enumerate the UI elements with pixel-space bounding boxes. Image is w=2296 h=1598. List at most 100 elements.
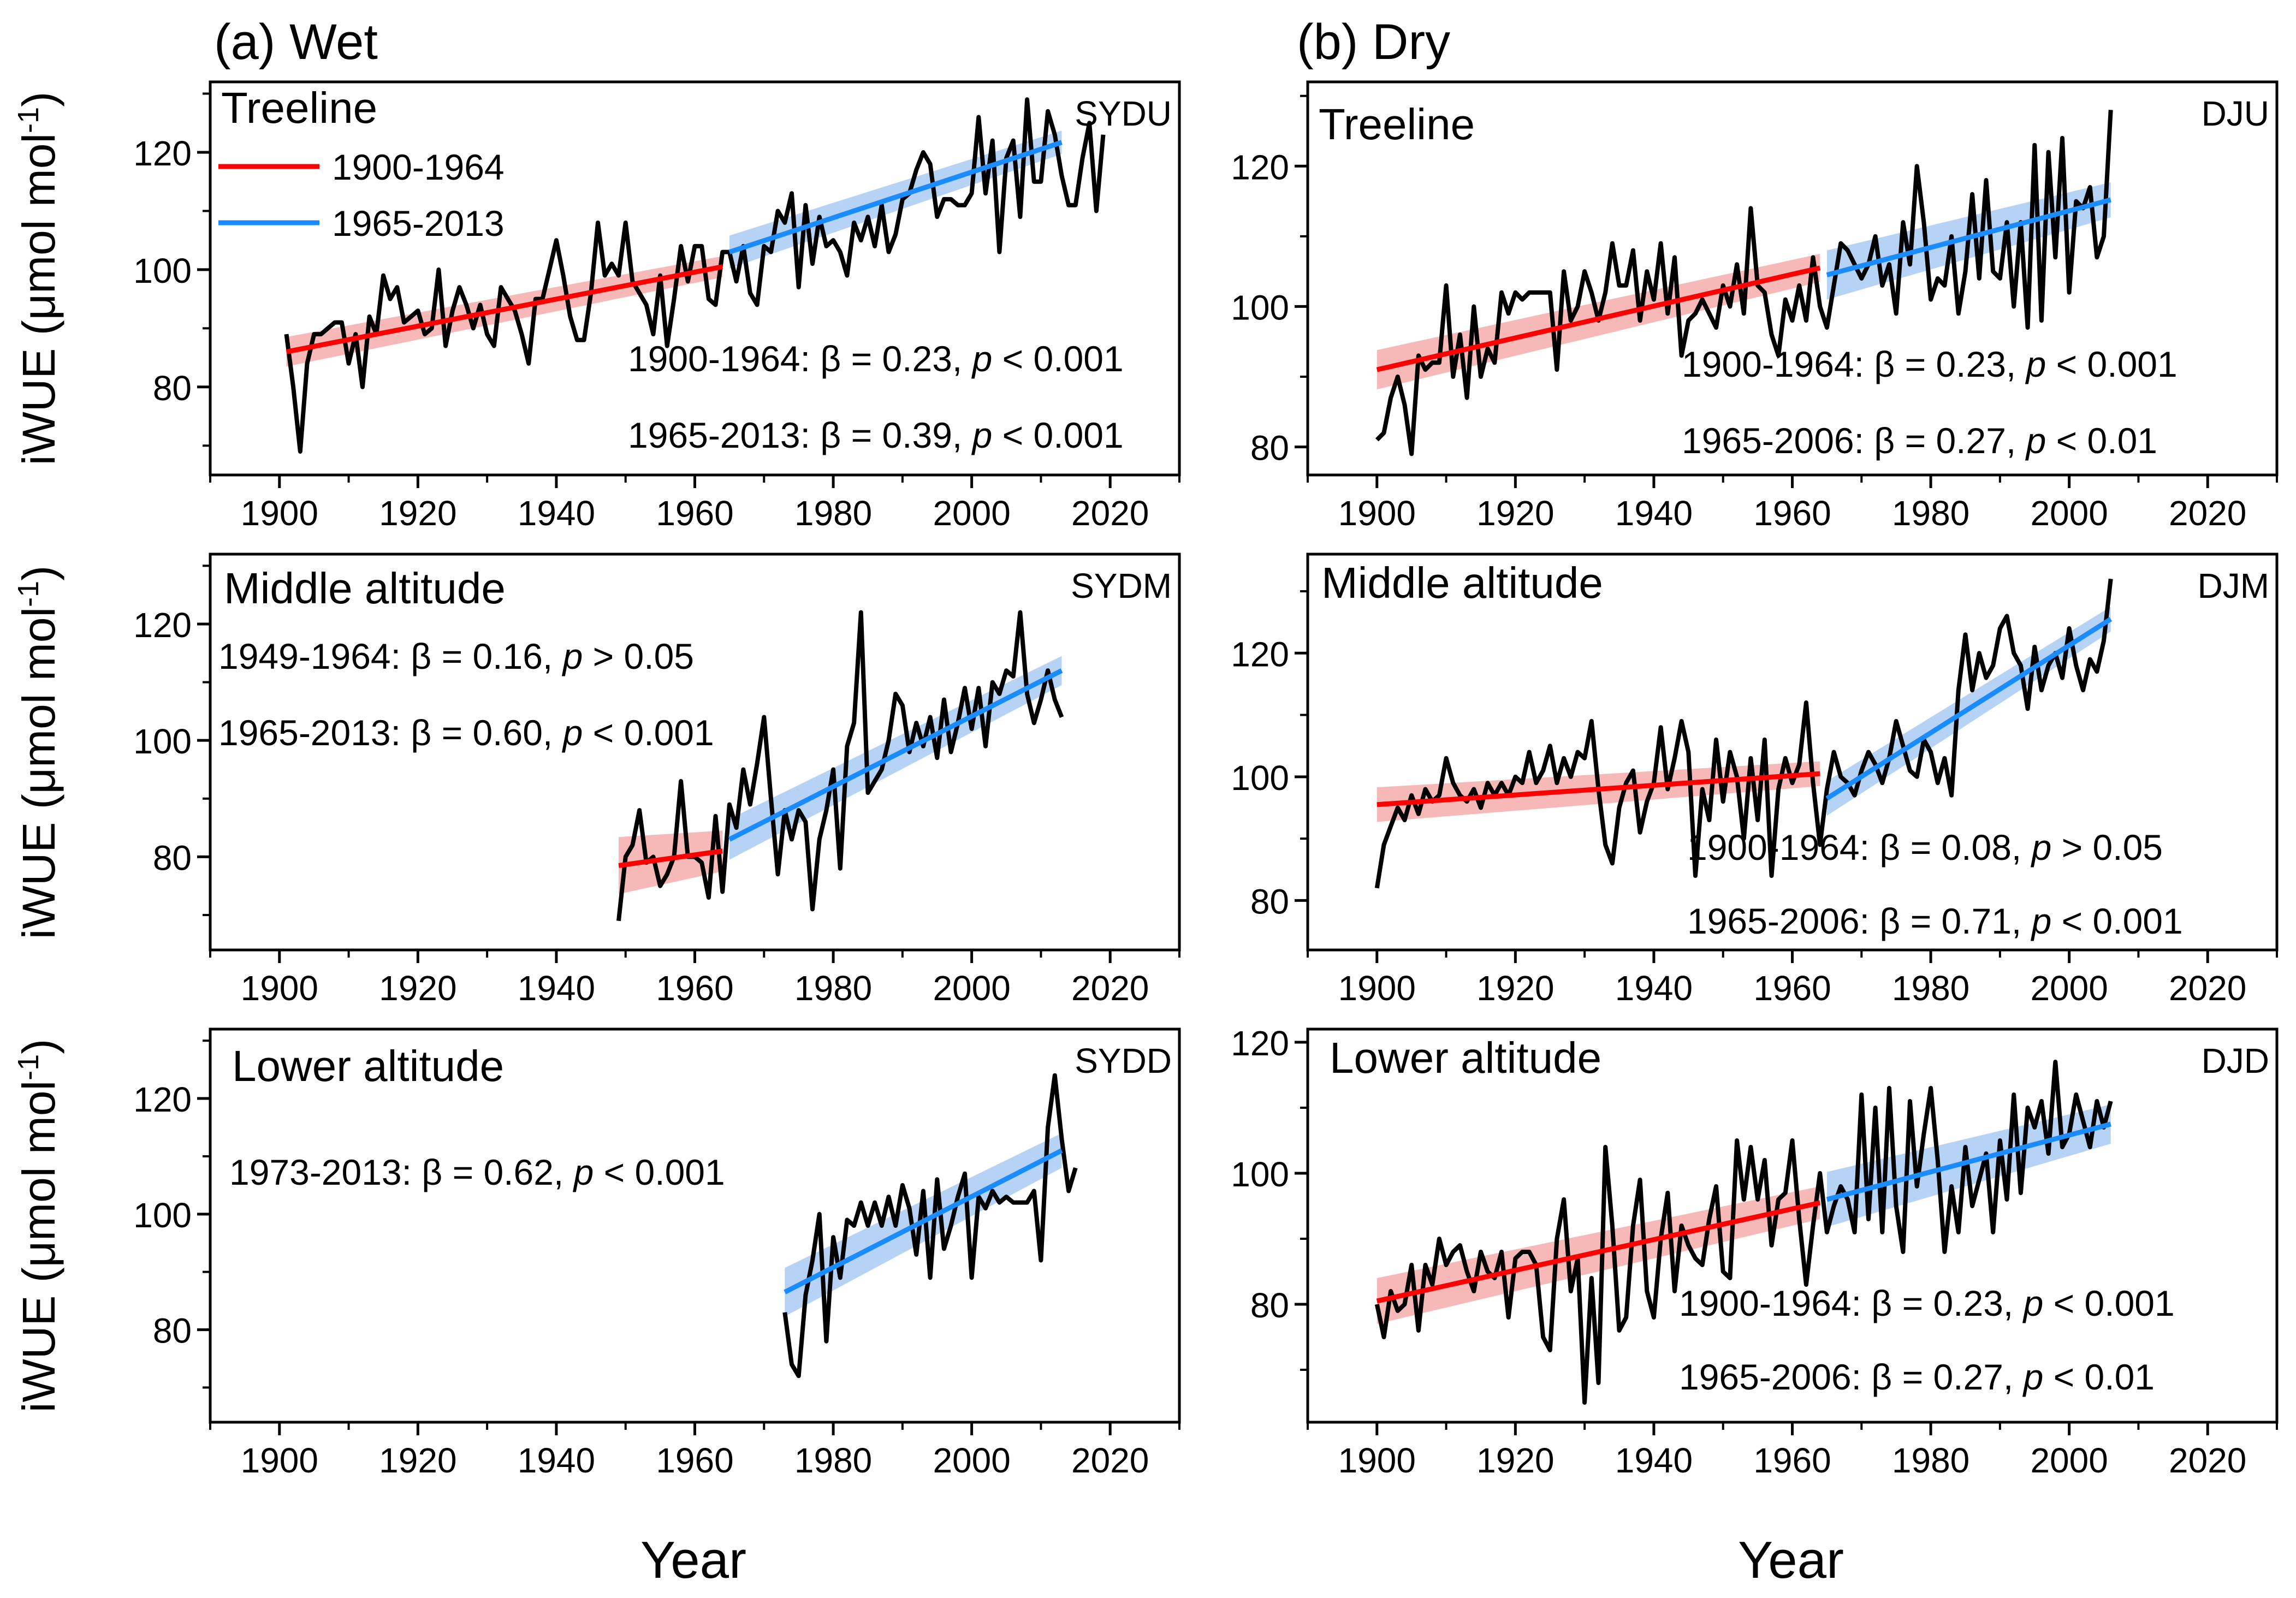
site-code: DJU [2202,94,2269,133]
x-tick-label: 1920 [1476,969,1554,1008]
site-code: SYDM [1071,566,1172,605]
x-tick-label: 1980 [794,969,872,1008]
y-tick-label: 120 [133,605,192,645]
y-tick-label: 100 [133,251,192,290]
iwue-series-line [1375,110,2113,456]
x-axis-label-dry: Year [1738,1531,1844,1589]
y-tick-label: 80 [153,838,192,877]
y-tick-label: 100 [133,1196,192,1235]
x-tick-label: 1920 [379,494,456,533]
trend-line-1900-1964 [1376,265,1821,372]
trend-line-1965-2006 [1825,617,2113,801]
regression-stat-1965-2013: 1965-2013: β = 0.39, p < 0.001 [628,415,1124,455]
x-tick-label: 1900 [241,969,318,1008]
x-tick-label: 1980 [794,494,872,533]
panel-title: Treeline [221,84,377,132]
iwue-series-line [1374,1060,2113,1405]
panel-wet-middle: 1900 1920 1940 1960 1980 2000 2020 80 100 120 Midd… [133,553,1181,1008]
x-tick-label: 2000 [2030,1441,2108,1480]
trend-line-1949-1964 [618,848,723,868]
x-tick-label: 1960 [656,969,733,1008]
panel-wet-treeline: 1900 1920 1940 1960 1980 2000 2020 80 100 120 Tree… [133,80,1181,533]
regression-stat-1973-2013: 1973-2013: β = 0.62, p < 0.001 [229,1152,725,1192]
y-tick-label: 120 [133,134,192,173]
x-tick-label: 1900 [1338,969,1416,1008]
confidence-band-1973-2013 [785,1133,1062,1317]
panels: 1900 1920 1940 1960 1980 2000 2020 80 100 120 Tree… [12,80,2279,1480]
iwue-series-line [1374,578,2113,889]
legend-label-1965-2013: 1965-2013 [332,203,505,243]
y-tick-label: 120 [1231,634,1289,674]
y-tick-label: 120 [133,1080,192,1119]
panel-title: Lower altitude [232,1042,504,1090]
trend-line-1900-1964 [1377,771,1820,807]
x-tick-label: 2020 [1071,494,1149,533]
column-title-dry: (b) Dry [1297,14,1450,70]
regression-stat-1965-2006: 1965-2006: β = 0.71, p < 0.001 [1687,901,2183,941]
y-tick-label: 100 [1231,288,1289,327]
panel-title: Middle altitude [1321,559,1603,607]
x-tick-label: 1940 [518,1441,595,1480]
x-tick-label: 2020 [1071,969,1149,1008]
panel-dry-treeline: 1900 1920 1940 1960 1980 2000 2020 80 100 120 Tree… [1231,80,2279,533]
x-tick-label: 1920 [1476,1441,1554,1480]
y-tick-label: 120 [1231,147,1289,187]
trend-line-1965-2013 [728,140,1063,254]
site-code: SYDU [1075,94,1172,133]
x-tick-label: 2000 [2030,494,2108,533]
site-code: DJM [2197,566,2269,605]
y-axis-label: iWUE (μmol mol-1) [12,1039,64,1412]
panel-title: Middle altitude [224,564,506,613]
x-tick-label: 1940 [1615,494,1693,533]
x-tick-label: 1980 [794,1441,872,1480]
panel-dry-middle: 1900 1920 1940 1960 1980 2000 2020 80 100 120 Midd… [1231,553,2279,1008]
column-title-wet: (a) Wet [214,14,378,70]
regression-stat-1949-1964: 1949-1964: β = 0.16, p > 0.05 [218,636,694,676]
regression-stat-1900-1964: 1900-1964: β = 0.23, p < 0.001 [1682,344,2178,384]
x-tick-label: 2020 [2169,494,2246,533]
x-tick-label: 1960 [1753,969,1831,1008]
trend-line-1965-2013 [728,668,1063,842]
x-tick-label: 1900 [1338,1441,1416,1480]
x-tick-label: 2000 [2030,969,2108,1008]
x-tick-label: 1960 [656,1441,733,1480]
x-tick-label: 1940 [518,494,595,533]
x-axis-label-wet: Year [640,1531,746,1589]
y-axis-label: iWUE (μmol mol-1) [12,92,64,465]
regression-stat-1900-1964: 1900-1964: β = 0.08, p > 0.05 [1687,827,2163,868]
y-tick-label: 80 [1250,1286,1289,1325]
panel-wet-lower: 1900 1920 1940 1960 1980 2000 2020 80 100 120 Lowe… [133,1027,1181,1480]
trend-line-1965-2006 [1826,1121,2111,1202]
trend-line-1900-1964 [1376,1200,1821,1304]
x-tick-label: 1960 [656,494,733,533]
y-tick-label: 120 [1231,1024,1289,1063]
x-tick-label: 2000 [933,969,1010,1008]
site-code: DJD [2202,1041,2269,1080]
x-tick-label: 1980 [1892,969,1969,1008]
y-tick-label: 100 [1231,758,1289,798]
trend-line-1973-2013 [784,1148,1063,1294]
x-tick-label: 1920 [379,969,456,1008]
x-tick-label: 1920 [1476,494,1554,533]
x-tick-label: 2020 [2169,1441,2246,1480]
regression-stat-1965-2006: 1965-2006: β = 0.27, p < 0.01 [1679,1357,2155,1397]
y-tick-label: 80 [1250,429,1289,468]
y-tick-label: 80 [153,1311,192,1351]
confidence-band-1965-2013 [729,656,1062,860]
x-tick-label: 1960 [1753,1441,1831,1480]
trend-line-1965-2006 [1826,197,2111,277]
regression-stat-1965-2013: 1965-2013: β = 0.60, p < 0.001 [218,712,714,753]
panel-title: Lower altitude [1330,1033,1601,1082]
x-tick-label: 1940 [518,969,595,1008]
regression-stat-1900-1964: 1900-1964: β = 0.23, p < 0.001 [1679,1283,2175,1323]
x-tick-label: 1940 [1615,969,1693,1008]
x-tick-label: 2020 [1071,1441,1149,1480]
x-tick-label: 1900 [1338,494,1416,533]
y-tick-label: 100 [133,722,192,761]
panel-title: Treeline [1319,100,1475,148]
x-tick-label: 1900 [241,494,318,533]
y-axis-label: iWUE (μmol mol-1) [12,566,64,939]
y-tick-label: 100 [1231,1155,1289,1194]
legend-label-1900-1964: 1900-1964 [332,147,505,187]
